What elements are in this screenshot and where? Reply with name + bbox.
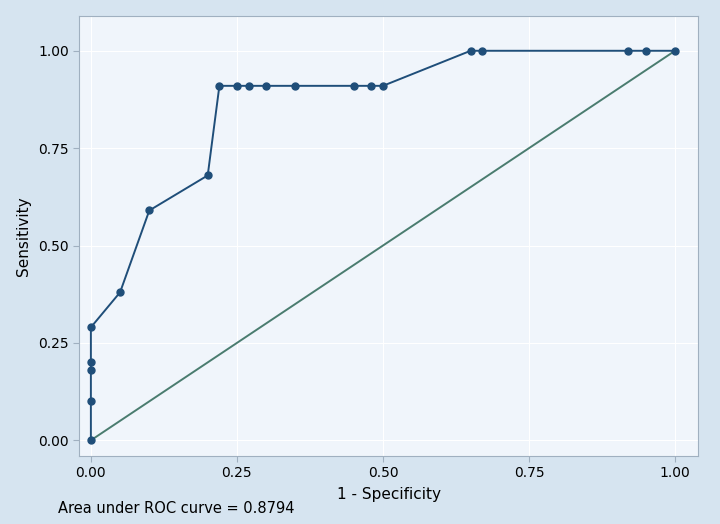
Text: Area under ROC curve = 0.8794: Area under ROC curve = 0.8794 [58,501,294,516]
X-axis label: 1 - Specificity: 1 - Specificity [337,487,441,502]
Y-axis label: Sensitivity: Sensitivity [16,196,31,276]
